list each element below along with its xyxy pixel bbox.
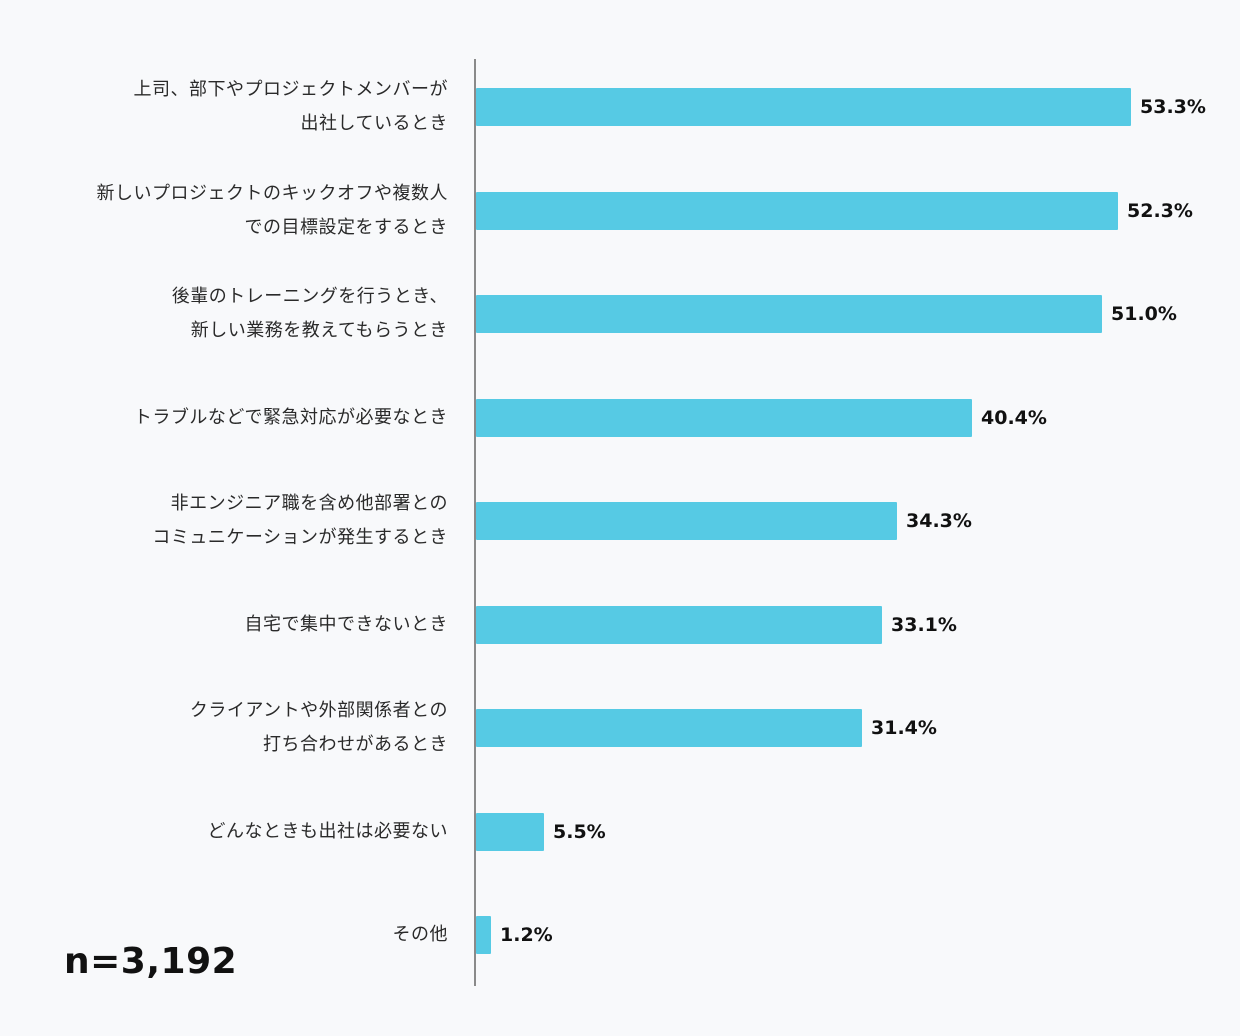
bar — [476, 399, 972, 437]
category-label-line: トラブルなどで緊急対応が必要なとき — [133, 407, 448, 428]
bar-value-label: 51.0% — [1111, 303, 1177, 325]
category-label-line: 非エンジニア職を含め他部署との — [170, 493, 448, 514]
category-label-line: 自宅で集中できないとき — [244, 614, 448, 635]
bar — [476, 88, 1131, 126]
category-label-line: 新しいプロジェクトのキックオフや複数人 — [96, 183, 448, 204]
bar — [476, 295, 1102, 333]
category-label: 自宅で集中できないとき — [28, 608, 448, 642]
category-label: クライアントや外部関係者との打ち合わせがあるとき — [28, 694, 448, 762]
category-label-line: 上司、部下やプロジェクトメンバーが — [133, 79, 448, 100]
bar-value-label: 34.3% — [906, 510, 972, 532]
bar — [476, 813, 544, 851]
bar-value-label: 40.4% — [981, 407, 1047, 429]
category-label: 上司、部下やプロジェクトメンバーが出社しているとき — [28, 73, 448, 141]
category-label: どんなときも出社は必要ない — [28, 815, 448, 849]
bar-value-label: 31.4% — [871, 717, 937, 739]
category-label-line: 出社しているとき — [300, 113, 448, 134]
bar-value-label: 1.2% — [500, 924, 553, 946]
bar — [476, 709, 862, 747]
category-label: トラブルなどで緊急対応が必要なとき — [28, 401, 448, 435]
bar-value-label: 5.5% — [553, 821, 606, 843]
bar — [476, 916, 491, 954]
category-label-line: 後輩のトレーニングを行うとき、 — [171, 286, 448, 307]
category-label: 新しいプロジェクトのキックオフや複数人での目標設定をするとき — [28, 177, 448, 245]
category-label: その他 — [28, 918, 448, 952]
bar — [476, 192, 1118, 230]
category-label-line: での目標設定をするとき — [244, 217, 448, 238]
category-label-line: コミュニケーションが発生するとき — [152, 527, 448, 548]
bar-value-label: 52.3% — [1127, 200, 1193, 222]
category-label-line: その他 — [392, 924, 448, 945]
category-label-line: 新しい業務を教えてもらうとき — [190, 320, 448, 341]
category-label: 非エンジニア職を含め他部署とのコミュニケーションが発生するとき — [28, 487, 448, 555]
bar-value-label: 53.3% — [1140, 96, 1206, 118]
category-axis-line — [474, 59, 476, 986]
sample-size-note: n=3,192 — [64, 941, 238, 982]
bar — [476, 606, 882, 644]
bar — [476, 502, 897, 540]
bar-value-label: 33.1% — [891, 614, 957, 636]
category-label: 後輩のトレーニングを行うとき、新しい業務を教えてもらうとき — [28, 280, 448, 348]
category-label-line: どんなときも出社は必要ない — [207, 821, 448, 842]
category-label-line: クライアントや外部関係者との — [189, 700, 448, 721]
category-label-line: 打ち合わせがあるとき — [263, 734, 448, 755]
